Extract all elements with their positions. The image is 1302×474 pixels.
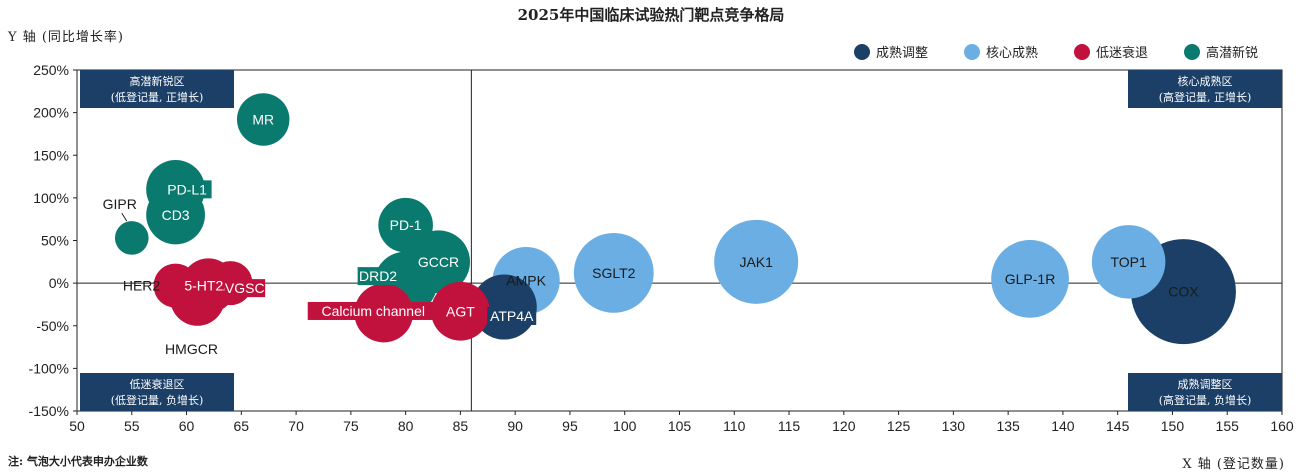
zone-title: 核心成熟区 [1178, 74, 1233, 88]
bubble-label: SGLT2 [592, 265, 636, 281]
bubble [714, 219, 799, 304]
zone-title: 高潜新锐区 [130, 74, 185, 88]
bubble-label-box [357, 267, 399, 286]
y-tick-label: 250% [33, 62, 69, 78]
bubble-label: HMGCR [165, 341, 218, 357]
bubble-label: MR [252, 111, 274, 127]
zone-labels: 高潜新锐区 (低登记量, 正增长) 核心成熟区 (高登记量, 正增长) 低迷衰退区 (低登… [80, 70, 1282, 411]
x-tick-label: 60 [179, 418, 195, 434]
y-tick-label: 200% [33, 105, 69, 121]
bubble-label: Calcium channel [321, 303, 425, 319]
x-tick-label: 140 [1051, 418, 1075, 434]
legend-marker [1074, 44, 1090, 60]
legend-label: 低迷衰退 [1096, 45, 1148, 61]
y-tick-label: -150% [29, 403, 69, 419]
label-leader-line [121, 212, 128, 222]
bubble-label: COX [1168, 284, 1199, 300]
y-tick-label: -100% [29, 360, 69, 376]
bubble-label: TOP1 [1110, 254, 1147, 270]
x-tick-label: 155 [1216, 418, 1240, 434]
legend-marker [854, 44, 870, 60]
x-tick-label: 80 [398, 418, 414, 434]
x-tick-label: 135 [996, 418, 1020, 434]
x-tick-label: 95 [562, 418, 578, 434]
bubble-label: AGT [446, 303, 475, 319]
y-tick-label: 0% [49, 275, 69, 291]
bubble-label: PD-1 [390, 217, 422, 233]
bubble-label-box [487, 306, 537, 325]
zone-box [80, 70, 234, 108]
x-tick-label: 110 [723, 418, 746, 434]
chart-title: 2025年中国临床试验热门靶点竞争格局 [518, 6, 785, 24]
y-tick-label: 100% [33, 190, 69, 206]
bubble-label: ATP4A [490, 308, 534, 324]
bubble-label: AMPK [506, 273, 546, 289]
x-tick-label: 105 [668, 418, 692, 434]
x-tick-label: 55 [124, 418, 140, 434]
bubble [114, 221, 149, 255]
x-tick-label: 50 [69, 418, 85, 434]
x-axis-label: X 轴 (登记数量) [1182, 457, 1285, 472]
legend-marker [1184, 44, 1200, 60]
quadrant-dividers [77, 70, 1282, 411]
bubble-label: VGSC [225, 280, 265, 296]
bubble [431, 281, 490, 341]
x-tick-label: 65 [234, 418, 250, 434]
y-tick-label: -50% [36, 318, 69, 334]
legend-label: 高潜新锐 [1206, 45, 1258, 61]
zone-title: 低迷衰退区 [130, 377, 185, 391]
x-tick-label: 145 [1106, 418, 1130, 434]
y-tick-label: 150% [33, 147, 69, 163]
chart-note: 注: 气泡大小代表申办企业数 [8, 454, 149, 468]
zone-box [80, 373, 234, 411]
bubble [573, 232, 654, 313]
bubble-label: GIPR [103, 196, 137, 212]
x-tick-label: 125 [887, 418, 911, 434]
x-tick-label: 160 [1270, 418, 1294, 434]
bubble-label: DRD2 [359, 268, 397, 284]
y-axis-label: Y 轴 (同比增长率) [7, 29, 124, 45]
bubble [991, 240, 1069, 318]
y-tick-label: 50% [41, 233, 69, 249]
zone-box [1128, 373, 1282, 411]
x-tick-label: 150 [1161, 418, 1185, 434]
zone-subtitle: (高登记量, 正增长) [1159, 90, 1252, 104]
legend: 成熟调整 核心成熟 低迷衰退 高潜新锐 [854, 44, 1258, 61]
bubble-label: JAK1 [739, 254, 773, 270]
bubble [236, 93, 290, 146]
bubble-label-box [162, 180, 212, 199]
legend-marker [964, 44, 980, 60]
bubble-label: GCCR [418, 254, 459, 270]
zone-subtitle: (高登记量, 负增长) [1159, 393, 1252, 407]
bubble-label: PD-L1 [167, 181, 207, 197]
x-tick-label: 90 [507, 418, 523, 434]
x-tick-label: 70 [288, 418, 304, 434]
zone-title: 成熟调整区 [1178, 377, 1233, 391]
x-tick-label: 120 [832, 418, 856, 434]
bubbles: MR PD-L1 CD3 GIPR PD-1 GCCR DRD2 HER2 5-HT2A HMGC… [103, 93, 1236, 357]
bubble [153, 263, 198, 308]
bubble-label-box [224, 279, 266, 298]
bubble-label: CD3 [162, 207, 190, 223]
zone-box [1128, 70, 1282, 108]
legend-label: 成熟调整 [876, 45, 928, 61]
bubble [378, 197, 433, 253]
x-tick-label: 75 [343, 418, 359, 434]
x-tick-label: 115 [778, 418, 801, 434]
legend-label: 核心成熟 [986, 45, 1038, 61]
bubble [146, 185, 205, 245]
bubble [1091, 225, 1166, 299]
x-tick-label: 130 [942, 418, 966, 434]
zone-subtitle: (低登记量, 正增长) [111, 90, 204, 104]
bubble-label: GLP-1R [1005, 271, 1056, 287]
zone-subtitle: (低登记量, 负增长) [111, 393, 204, 407]
bubble-label-box [307, 301, 439, 320]
x-tick-label: 100 [613, 418, 637, 434]
x-tick-label: 85 [453, 418, 469, 434]
bubble-label: HER2 [123, 278, 161, 294]
bubble-label: 5-HT2A [184, 278, 233, 294]
axis-ticks: 50 55 60 65 70 75 80 85 90 95 100 105 110 115 120 125 13… [29, 62, 1294, 434]
